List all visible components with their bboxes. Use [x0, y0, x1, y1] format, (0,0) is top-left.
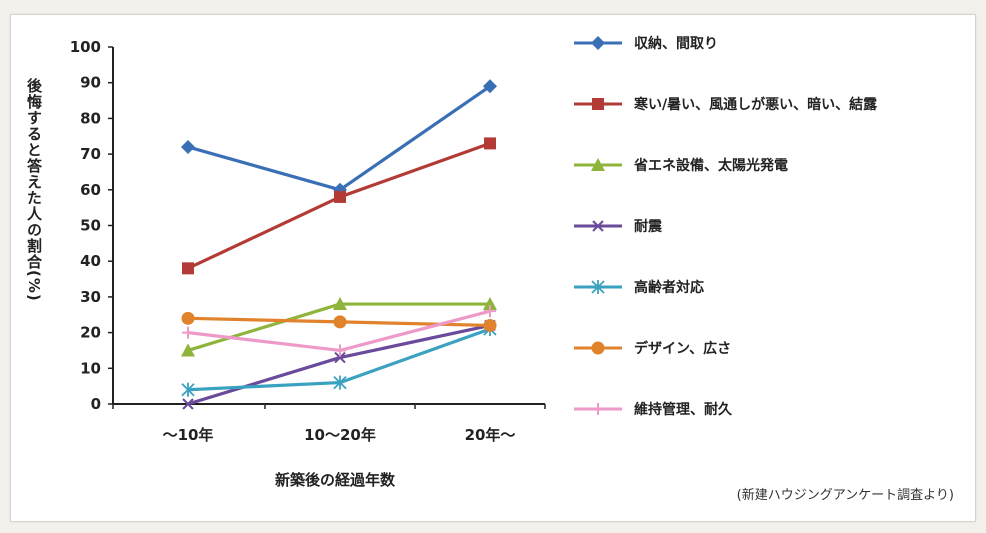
legend-item: 寒い/暑い、風通しが悪い、暗い、結露	[572, 93, 952, 115]
legend-swatch	[574, 158, 622, 171]
series-0	[181, 79, 497, 197]
data-point	[182, 326, 194, 339]
legend-label: デザイン、広さ	[634, 341, 732, 357]
legend-swatch	[574, 403, 622, 415]
legend-item: 高齢者対応	[572, 276, 952, 298]
legend-marker	[591, 158, 605, 171]
legend-swatch	[574, 98, 622, 110]
legend-marker	[591, 341, 605, 355]
series-line	[187, 84, 491, 192]
legend-item: デザイン、広さ	[572, 337, 952, 359]
data-point	[182, 398, 194, 410]
legend-marker	[592, 403, 604, 415]
data-point	[181, 382, 195, 397]
x-tick-label: 20年〜	[465, 426, 516, 444]
legend-swatch	[574, 220, 622, 232]
data-point	[484, 305, 496, 318]
data-point	[181, 139, 195, 154]
y-tick-label: 80	[80, 109, 101, 127]
legend-label: 高齢者対応	[634, 280, 704, 296]
data-point	[334, 190, 346, 203]
x-tick-label: 10〜20年	[304, 426, 376, 444]
source-note: (新建ハウジングアンケート調査より)	[736, 488, 954, 503]
data-point	[483, 318, 497, 332]
legend-swatch	[574, 36, 622, 50]
y-tick-label: 60	[80, 181, 101, 199]
series-6	[182, 305, 496, 357]
legend-marker	[591, 36, 605, 50]
legend-item: 維持管理、耐久	[572, 398, 952, 420]
legend-marker	[591, 280, 605, 294]
y-axis-label: 後悔すると答えた人の割合(%)	[25, 78, 43, 302]
y-tick-label: 90	[80, 74, 101, 92]
data-point	[333, 297, 347, 311]
series-line	[187, 141, 491, 270]
y-tick-label: 10	[80, 359, 101, 377]
y-tick-label: 20	[80, 324, 101, 342]
y-tick-label: 50	[80, 217, 101, 235]
series-3	[182, 319, 496, 410]
y-tick-label: 0	[91, 395, 101, 413]
y-tick-label: 70	[80, 145, 101, 163]
legend-swatch	[574, 341, 622, 355]
y-tick-label: 40	[80, 252, 101, 270]
legend-item: 省エネ設備、太陽光発電	[572, 154, 952, 176]
legend-label: 寒い/暑い、風通しが悪い、暗い、結露	[634, 97, 878, 113]
legend-label: 省エネ設備、太陽光発電	[634, 158, 788, 174]
data-point	[333, 315, 347, 329]
legend-label: 耐震	[634, 219, 662, 235]
y-tick-label: 30	[80, 288, 101, 306]
legend-marker	[592, 220, 604, 232]
data-point	[484, 137, 496, 150]
chart-frame	[10, 14, 976, 522]
x-tick-label: 〜10年	[163, 426, 214, 444]
data-point	[483, 79, 497, 94]
data-point	[181, 343, 195, 357]
data-point	[182, 262, 194, 275]
data-point	[334, 351, 346, 364]
data-point	[483, 297, 497, 311]
legend-item: 収納、間取り	[572, 32, 952, 54]
legend-label: 収納、間取り	[634, 36, 718, 52]
data-point	[333, 375, 347, 390]
series-1	[182, 137, 496, 275]
legend-swatch	[574, 280, 622, 294]
legend-marker	[592, 98, 604, 110]
series-2	[181, 297, 497, 357]
data-point	[181, 311, 195, 325]
legend-label: 維持管理、耐久	[634, 402, 732, 418]
x-axis-label: 新築後の経過年数	[275, 471, 396, 489]
data-point	[334, 344, 346, 357]
legend-item: 耐震	[572, 215, 952, 237]
y-tick-label: 100	[70, 38, 101, 56]
